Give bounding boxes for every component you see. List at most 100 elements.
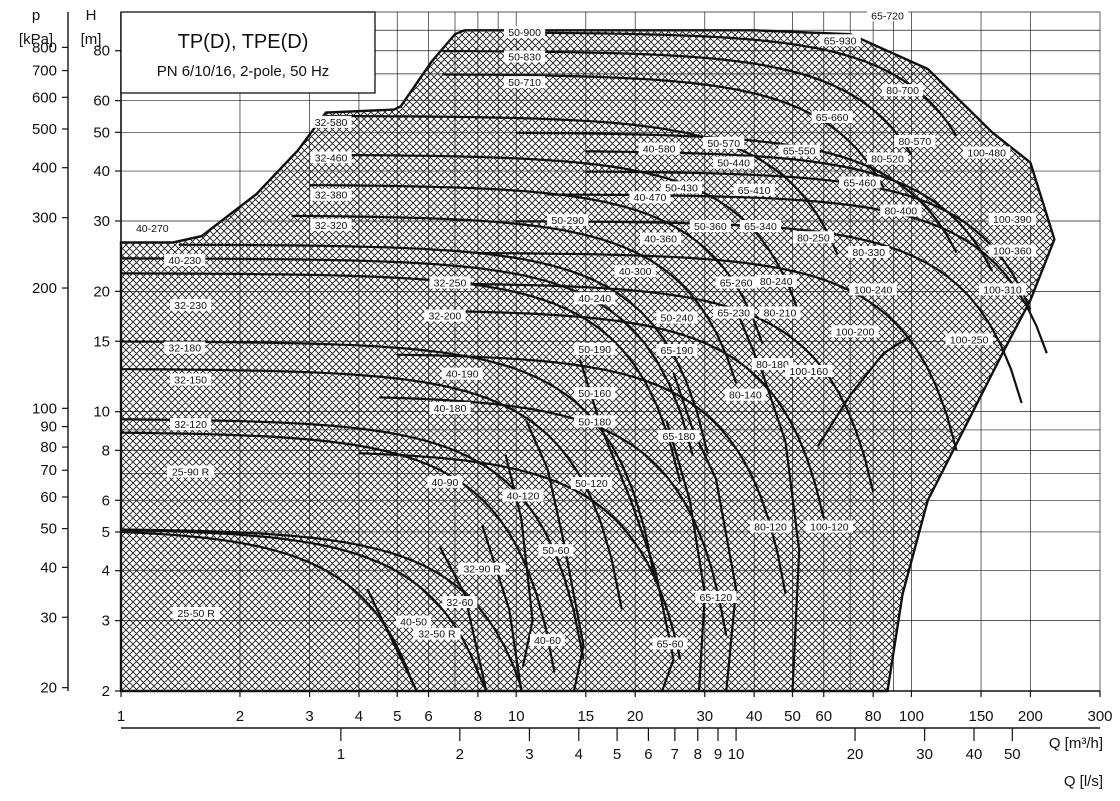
range-label-bg bbox=[164, 341, 206, 354]
range-label-bg bbox=[574, 415, 616, 428]
range-label: 25-90 R bbox=[172, 467, 210, 479]
range-label-bg bbox=[792, 231, 835, 244]
y-tick-label: 30 bbox=[93, 213, 110, 230]
range-label: 32-580 bbox=[315, 117, 348, 129]
range-label-bg bbox=[724, 388, 766, 401]
range-label: 80-570 bbox=[898, 136, 931, 148]
x-tick-label: 20 bbox=[627, 708, 644, 725]
range-label: 40-60 bbox=[534, 635, 561, 647]
range-label: 40-50 bbox=[400, 617, 427, 629]
pump-curve bbox=[379, 396, 728, 636]
range-label: 65-930 bbox=[824, 35, 857, 47]
x2-tick-label: 9 bbox=[714, 746, 722, 763]
x-tick-label: 1 bbox=[117, 708, 125, 725]
y-tick-label: 20 bbox=[93, 283, 110, 300]
range-label-bg bbox=[413, 627, 461, 640]
y-tick-label: 80 bbox=[93, 43, 110, 60]
range-label: 50-180 bbox=[578, 416, 611, 428]
x-tick-label: 300 bbox=[1087, 708, 1112, 725]
p-tick-label: 90 bbox=[40, 419, 57, 436]
x2-tick-label: 1 bbox=[337, 746, 345, 763]
range-label-bg bbox=[166, 465, 215, 478]
range-label: 80-330 bbox=[852, 247, 885, 259]
x-tick-label: 2 bbox=[236, 708, 244, 725]
range-label: 65-720 bbox=[871, 10, 904, 22]
x2-tick-label: 4 bbox=[575, 746, 583, 763]
range-label: 50-430 bbox=[665, 182, 698, 194]
x-tick-label: 3 bbox=[305, 708, 313, 725]
y-tick-label: 6 bbox=[102, 492, 110, 509]
range-label: 65-180 bbox=[663, 431, 696, 443]
range-label: 50-710 bbox=[508, 77, 541, 89]
range-label: 32-460 bbox=[315, 152, 348, 164]
pump-curve bbox=[291, 214, 738, 384]
range-label: 65-120 bbox=[700, 592, 733, 604]
range-label-bg bbox=[866, 152, 909, 165]
range-label-bg bbox=[713, 156, 755, 169]
range-label-bg bbox=[172, 606, 220, 619]
range-label: 32-60 bbox=[446, 597, 473, 609]
range-label: 80-240 bbox=[760, 276, 793, 288]
y-tick-label: 15 bbox=[93, 333, 110, 350]
y-axis-title: H bbox=[86, 7, 97, 24]
x2-tick-label: 20 bbox=[847, 746, 864, 763]
range-label: 80-140 bbox=[729, 390, 762, 402]
range-label: 65-230 bbox=[717, 308, 750, 320]
range-label-bg bbox=[310, 115, 352, 128]
range-label: 32-50 R bbox=[418, 629, 456, 641]
x-tick-label: 40 bbox=[746, 708, 763, 725]
range-label: 50-160 bbox=[578, 388, 611, 400]
range-label: 50-570 bbox=[707, 138, 740, 150]
range-label: 40-120 bbox=[507, 490, 540, 502]
range-label-bg bbox=[882, 84, 924, 97]
pump-curve bbox=[524, 31, 958, 137]
range-label-bg bbox=[945, 333, 993, 346]
range-label-bg bbox=[638, 142, 680, 155]
range-label: 100-200 bbox=[836, 326, 875, 338]
range-label-bg bbox=[739, 220, 782, 233]
range-label-bg bbox=[629, 191, 671, 204]
range-label: 32-150 bbox=[174, 374, 207, 386]
range-label: 40-190 bbox=[446, 369, 479, 381]
p-tick-label: 400 bbox=[32, 160, 57, 177]
x-tick-label: 30 bbox=[696, 708, 713, 725]
range-label-bg bbox=[310, 188, 352, 201]
range-label: 50-120 bbox=[575, 478, 608, 490]
range-label-bg bbox=[503, 76, 546, 89]
curve-boundary bbox=[665, 420, 706, 692]
curve-boundary bbox=[525, 420, 585, 692]
y-tick-label: 60 bbox=[93, 93, 110, 110]
range-label: 100-310 bbox=[983, 284, 1022, 296]
range-label: 65-260 bbox=[720, 278, 753, 290]
p-axis-unit: [kPa] bbox=[19, 31, 53, 48]
curve-boundary bbox=[366, 588, 418, 692]
range-label-bg bbox=[169, 373, 212, 386]
range-label-bg bbox=[656, 344, 698, 357]
range-label: 80-120 bbox=[754, 522, 787, 534]
range-label-bg bbox=[441, 367, 483, 380]
range-label: 100-250 bbox=[950, 334, 989, 346]
x2-tick-label: 40 bbox=[966, 746, 983, 763]
y-tick-label: 4 bbox=[102, 563, 110, 580]
x2-axis-title: Q [l/s] bbox=[1064, 773, 1103, 790]
range-label: 80-700 bbox=[886, 85, 919, 97]
pump-curve bbox=[315, 153, 801, 314]
range-label-bg bbox=[530, 634, 566, 647]
pump-curve bbox=[454, 282, 875, 493]
pump-curve bbox=[121, 368, 623, 610]
x-tick-label: 4 bbox=[355, 708, 363, 725]
range-label-bg bbox=[574, 387, 616, 400]
range-label: 40-580 bbox=[643, 144, 676, 156]
range-label: 32-230 bbox=[174, 300, 207, 312]
range-label: 32-120 bbox=[174, 419, 207, 431]
p-tick-label: 40 bbox=[40, 559, 57, 576]
range-label-bg bbox=[805, 520, 854, 533]
y-tick-label: 10 bbox=[93, 404, 110, 421]
range-label-bg bbox=[894, 135, 936, 148]
range-label: 50-360 bbox=[694, 221, 727, 233]
range-label: 50-240 bbox=[661, 313, 694, 325]
pump-curve bbox=[358, 452, 682, 660]
x2-tick-label: 8 bbox=[694, 746, 702, 763]
range-label-bg bbox=[978, 283, 1027, 296]
